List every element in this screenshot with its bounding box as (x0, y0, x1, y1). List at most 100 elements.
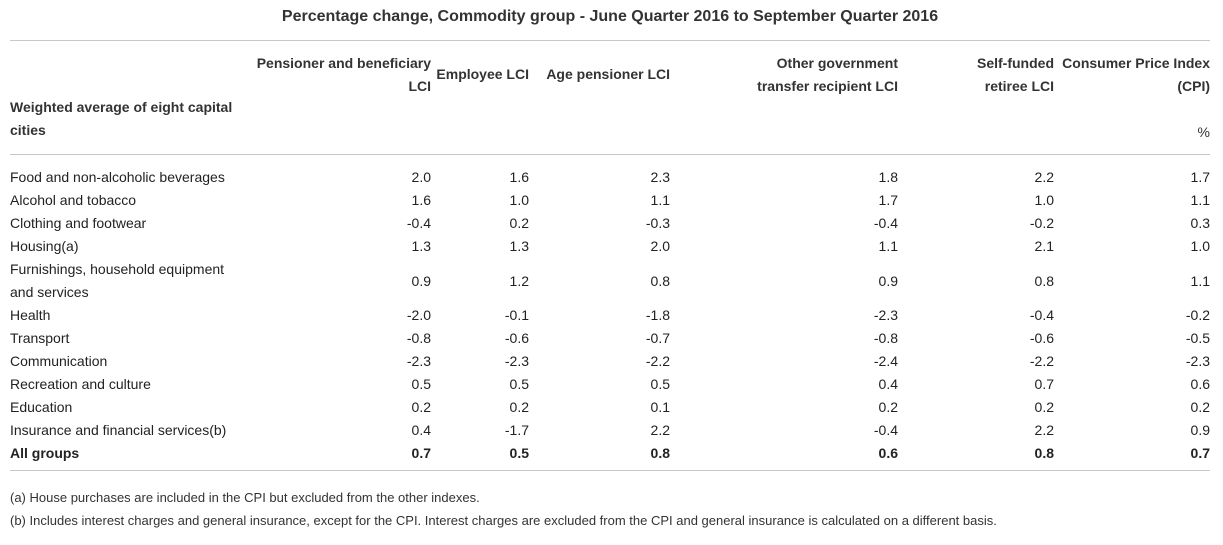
value-cell: -0.4 (873, 422, 898, 438)
header-other-government: Other government transfer recipient LCI (757, 55, 898, 94)
value-cell: 0.9 (1190, 422, 1210, 438)
value-cell: 0.2 (509, 215, 529, 231)
top-rule (10, 40, 1210, 41)
value-cell: -2.3 (504, 353, 529, 369)
value-cell: 0.7 (411, 445, 431, 461)
row-label: Alcohol and tobacco (10, 192, 137, 208)
value-cell: 0.6 (878, 445, 898, 461)
row-label: Insurance and financial services(b) (10, 422, 227, 438)
value-cell: 1.3 (509, 238, 529, 254)
value-cell: -2.3 (1185, 353, 1210, 369)
footnote-a: (a) House purchases are included in the … (10, 490, 480, 505)
value-cell: -1.7 (504, 422, 529, 438)
value-cell: -0.6 (504, 330, 529, 346)
value-cell: 1.7 (1190, 169, 1210, 185)
value-cell: 0.4 (411, 422, 431, 438)
value-cell: -0.4 (873, 215, 898, 231)
row-label: Housing(a) (10, 238, 79, 254)
value-cell: 2.1 (1034, 238, 1054, 254)
value-cell: 0.8 (650, 445, 670, 461)
value-cell: 0.6 (1190, 376, 1210, 392)
table-row: Food and non-alcoholic beverages 2.0 1.6 2.… (10, 154, 1210, 189)
header-cpi: Consumer Price Index (CPI) % (1054, 40, 1210, 154)
value-cell: -0.8 (873, 330, 898, 346)
unit-label: % (1197, 124, 1210, 140)
table-row: Communication -2.3 -2.3 -2.2 -2.4 -2.2 -2.3 (10, 350, 1210, 373)
value-cell: 0.7 (1034, 376, 1054, 392)
value-cell: 0.5 (509, 445, 529, 461)
value-cell: 0.2 (411, 399, 431, 415)
value-cell: 1.3 (411, 238, 431, 254)
value-cell: 0.7 (1190, 445, 1210, 461)
value-cell: 2.0 (411, 169, 431, 185)
value-cell: 0.5 (650, 376, 670, 392)
value-cell: 2.0 (650, 238, 670, 254)
table-row: Insurance and financial services(b) 0.4 -1… (10, 419, 1210, 442)
value-cell: 1.6 (509, 169, 529, 185)
value-cell: 2.3 (650, 169, 670, 185)
value-cell: -0.2 (1185, 307, 1210, 323)
value-cell: 1.1 (1190, 192, 1210, 208)
value-cell: -2.2 (645, 353, 670, 369)
value-cell: -2.0 (406, 307, 431, 323)
value-cell: 0.8 (1034, 445, 1054, 461)
value-cell: 0.2 (1190, 399, 1210, 415)
row-label: Furnishings, household equipment and ser… (10, 261, 225, 300)
row-label: Health (10, 307, 51, 323)
row-label: Food and non-alcoholic beverages (10, 169, 225, 185)
table-title: Percentage change, Commodity group - Jun… (281, 8, 939, 25)
value-cell: 1.2 (509, 272, 529, 289)
value-cell: 0.9 (411, 272, 431, 289)
row-label: Recreation and culture (10, 376, 151, 392)
value-cell: 0.2 (1034, 399, 1054, 415)
value-cell: 1.1 (878, 238, 898, 254)
value-cell: 0.5 (509, 376, 529, 392)
table-row: Health -2.0 -0.1 -1.8 -2.3 -0.4 -0.2 (10, 304, 1210, 327)
value-cell: 1.8 (878, 169, 898, 185)
header-employee: Employee LCI (436, 66, 529, 82)
value-cell: 1.1 (1190, 272, 1210, 289)
value-cell: 0.4 (878, 376, 898, 392)
value-cell: -2.3 (873, 307, 898, 323)
footnote-b: (b) Includes interest charges and genera… (10, 513, 997, 528)
table-body: Food and non-alcoholic beverages 2.0 1.6 2.… (10, 154, 1210, 465)
data-table: Weighted average of eight capital cities… (10, 40, 1210, 465)
bottom-rule (10, 470, 1210, 471)
value-cell: -0.1 (504, 307, 529, 323)
value-cell: 1.7 (878, 192, 898, 208)
table-header: Weighted average of eight capital cities… (10, 40, 1210, 154)
value-cell: 0.2 (878, 399, 898, 415)
header-pensioner-beneficiary: Pensioner and beneficiary LCI (256, 55, 431, 94)
value-cell: -1.8 (645, 307, 670, 323)
footnotes: (a) House purchases are included in the … (10, 486, 1210, 532)
value-cell: 0.8 (650, 272, 670, 289)
value-cell: -0.6 (1029, 330, 1054, 346)
value-cell: -2.4 (873, 353, 898, 369)
value-cell: 1.0 (509, 192, 529, 208)
value-cell: 2.2 (1034, 422, 1054, 438)
value-cell: 0.9 (878, 272, 898, 289)
table-row: Furnishings, household equipment and ser… (10, 258, 1210, 304)
stub-header: Weighted average of eight capital cities (10, 99, 233, 138)
table-row: Recreation and culture 0.5 0.5 0.5 0.4 0.7 0.6 (10, 373, 1210, 396)
value-cell: -0.7 (645, 330, 670, 346)
table-row: Clothing and footwear -0.4 0.2 -0.3 -0.4 -0.2… (10, 212, 1210, 235)
value-cell: 1.1 (650, 192, 670, 208)
row-label: Education (10, 399, 73, 415)
value-cell: -0.4 (1029, 307, 1054, 323)
value-cell: 2.2 (1034, 169, 1054, 185)
table-row: Education 0.2 0.2 0.1 0.2 0.2 0.2 (10, 396, 1210, 419)
value-cell: -2.2 (1029, 353, 1054, 369)
value-cell: -0.3 (645, 215, 670, 231)
table-row: Housing(a) 1.3 1.3 2.0 1.1 2.1 1.0 (10, 235, 1210, 258)
value-cell: 0.1 (650, 399, 670, 415)
row-label: Clothing and footwear (10, 215, 147, 231)
table-row: Alcohol and tobacco 1.6 1.0 1.1 1.7 1.0 1.1 (10, 189, 1210, 212)
row-label: Transport (10, 330, 70, 346)
value-cell: -0.5 (1185, 330, 1210, 346)
value-cell: 1.6 (411, 192, 431, 208)
table-row: Transport -0.8 -0.6 -0.7 -0.8 -0.6 -0.5 (10, 327, 1210, 350)
value-cell: 0.8 (1034, 272, 1054, 289)
row-label: All groups (10, 445, 80, 461)
